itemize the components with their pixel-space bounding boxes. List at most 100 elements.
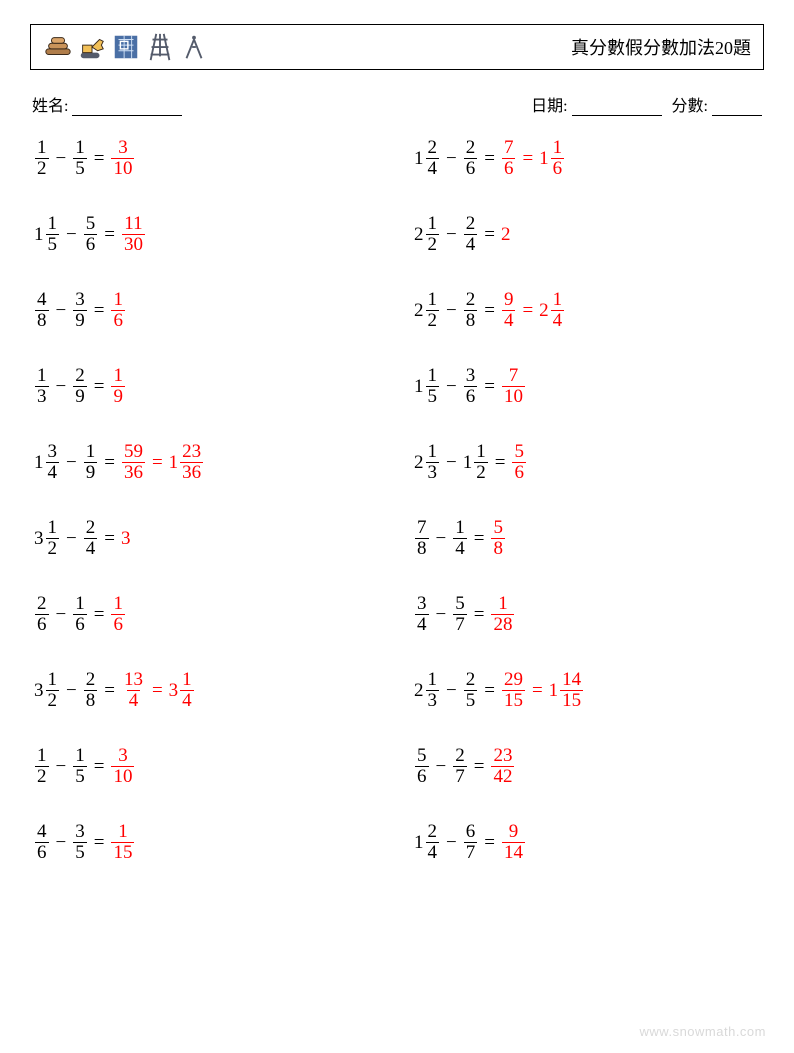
- problem: 26−16=16: [34, 590, 384, 638]
- answer: 310: [110, 746, 135, 787]
- answer: 115: [110, 822, 135, 863]
- answer: 2915=11415: [501, 670, 584, 711]
- problem: 13−29=19: [34, 362, 384, 410]
- operator: −: [446, 149, 457, 168]
- answer: 76=116: [501, 138, 565, 179]
- equals: =: [94, 833, 105, 852]
- equals: =: [474, 757, 485, 776]
- problem: 134−19=5936=12336: [34, 438, 384, 486]
- problems-grid: 12−15=310124−26=76=116115−56=1130212−24=…: [30, 134, 764, 866]
- operator: −: [66, 529, 77, 548]
- problem: 312−24=3: [34, 514, 384, 562]
- operator: −: [446, 833, 457, 852]
- operator: −: [66, 681, 77, 700]
- operator: −: [66, 225, 77, 244]
- score-label: 分數:: [672, 98, 708, 115]
- problem: 46−35=115: [34, 818, 384, 866]
- operator: −: [436, 529, 447, 548]
- compass-icon: [179, 32, 209, 62]
- problem: 212−24=2: [414, 210, 764, 258]
- equals: =: [94, 757, 105, 776]
- problem: 12−15=310: [34, 134, 384, 182]
- operator: −: [446, 225, 457, 244]
- date-label: 日期:: [531, 98, 567, 115]
- name-blank[interactable]: [72, 99, 182, 116]
- watermark: www.snowmath.com: [640, 1024, 766, 1039]
- operator: −: [446, 377, 457, 396]
- answer: 2: [501, 225, 511, 244]
- name-label: 姓名:: [32, 98, 68, 115]
- answer: 134=314: [121, 670, 195, 711]
- ladder-icon: [145, 32, 175, 62]
- problem: 312−28=134=314: [34, 666, 384, 714]
- answer: 5936=12336: [121, 442, 204, 483]
- equals: =: [474, 529, 485, 548]
- answer: 19: [110, 366, 126, 407]
- answer: 94=214: [501, 290, 565, 331]
- answer: 128: [490, 594, 515, 635]
- problem: 115−36=710: [414, 362, 764, 410]
- operator: −: [56, 149, 67, 168]
- answer: 58: [490, 518, 506, 559]
- score-blank[interactable]: [712, 99, 762, 116]
- problem: 78−14=58: [414, 514, 764, 562]
- equals: =: [484, 225, 495, 244]
- answer: 16: [110, 290, 126, 331]
- equals: =: [484, 149, 495, 168]
- equals: =: [495, 453, 506, 472]
- problem: 213−112=56: [414, 438, 764, 486]
- answer: 3: [121, 529, 131, 548]
- equals: =: [104, 529, 115, 548]
- operator: −: [436, 757, 447, 776]
- equals: =: [484, 301, 495, 320]
- problem: 124−26=76=116: [414, 134, 764, 182]
- date-blank[interactable]: [572, 99, 662, 116]
- operator: −: [446, 453, 457, 472]
- answer: 2342: [490, 746, 515, 787]
- problem: 115−56=1130: [34, 210, 384, 258]
- equals: =: [474, 605, 485, 624]
- answer: 16: [110, 594, 126, 635]
- wood-icon: [43, 32, 73, 62]
- problem: 212−28=94=214: [414, 286, 764, 334]
- operator: −: [66, 453, 77, 472]
- worksheet-header: 真分數假分數加法20題: [30, 24, 764, 70]
- equals: =: [94, 301, 105, 320]
- equals: =: [94, 605, 105, 624]
- problem: 56−27=2342: [414, 742, 764, 790]
- equals: =: [104, 225, 115, 244]
- meta-row: 姓名: 日期: 分數:: [32, 92, 762, 116]
- operator: −: [56, 377, 67, 396]
- equals: =: [104, 453, 115, 472]
- operator: −: [56, 605, 67, 624]
- answer: 710: [501, 366, 526, 407]
- blueprint-icon: [111, 32, 141, 62]
- operator: −: [446, 681, 457, 700]
- operator: −: [56, 301, 67, 320]
- operator: −: [56, 833, 67, 852]
- problem: 12−15=310: [34, 742, 384, 790]
- answer: 1130: [121, 214, 146, 255]
- operator: −: [436, 605, 447, 624]
- operator: −: [446, 301, 457, 320]
- answer: 914: [501, 822, 526, 863]
- name-field: 姓名:: [32, 92, 182, 116]
- equals: =: [484, 681, 495, 700]
- equals: =: [94, 377, 105, 396]
- operator: −: [56, 757, 67, 776]
- equals: =: [484, 377, 495, 396]
- equals: =: [94, 149, 105, 168]
- equals: =: [104, 681, 115, 700]
- answer: 56: [511, 442, 527, 483]
- score-field: 分數:: [672, 92, 762, 116]
- problem: 34−57=128: [414, 590, 764, 638]
- excavator-icon: [77, 32, 107, 62]
- header-icons: [43, 32, 209, 62]
- worksheet-title: 真分數假分數加法20題: [571, 34, 751, 60]
- problem: 48−39=16: [34, 286, 384, 334]
- equals: =: [484, 833, 495, 852]
- problem: 213−25=2915=11415: [414, 666, 764, 714]
- answer: 310: [110, 138, 135, 179]
- problem: 124−67=914: [414, 818, 764, 866]
- date-field: 日期:: [531, 92, 661, 116]
